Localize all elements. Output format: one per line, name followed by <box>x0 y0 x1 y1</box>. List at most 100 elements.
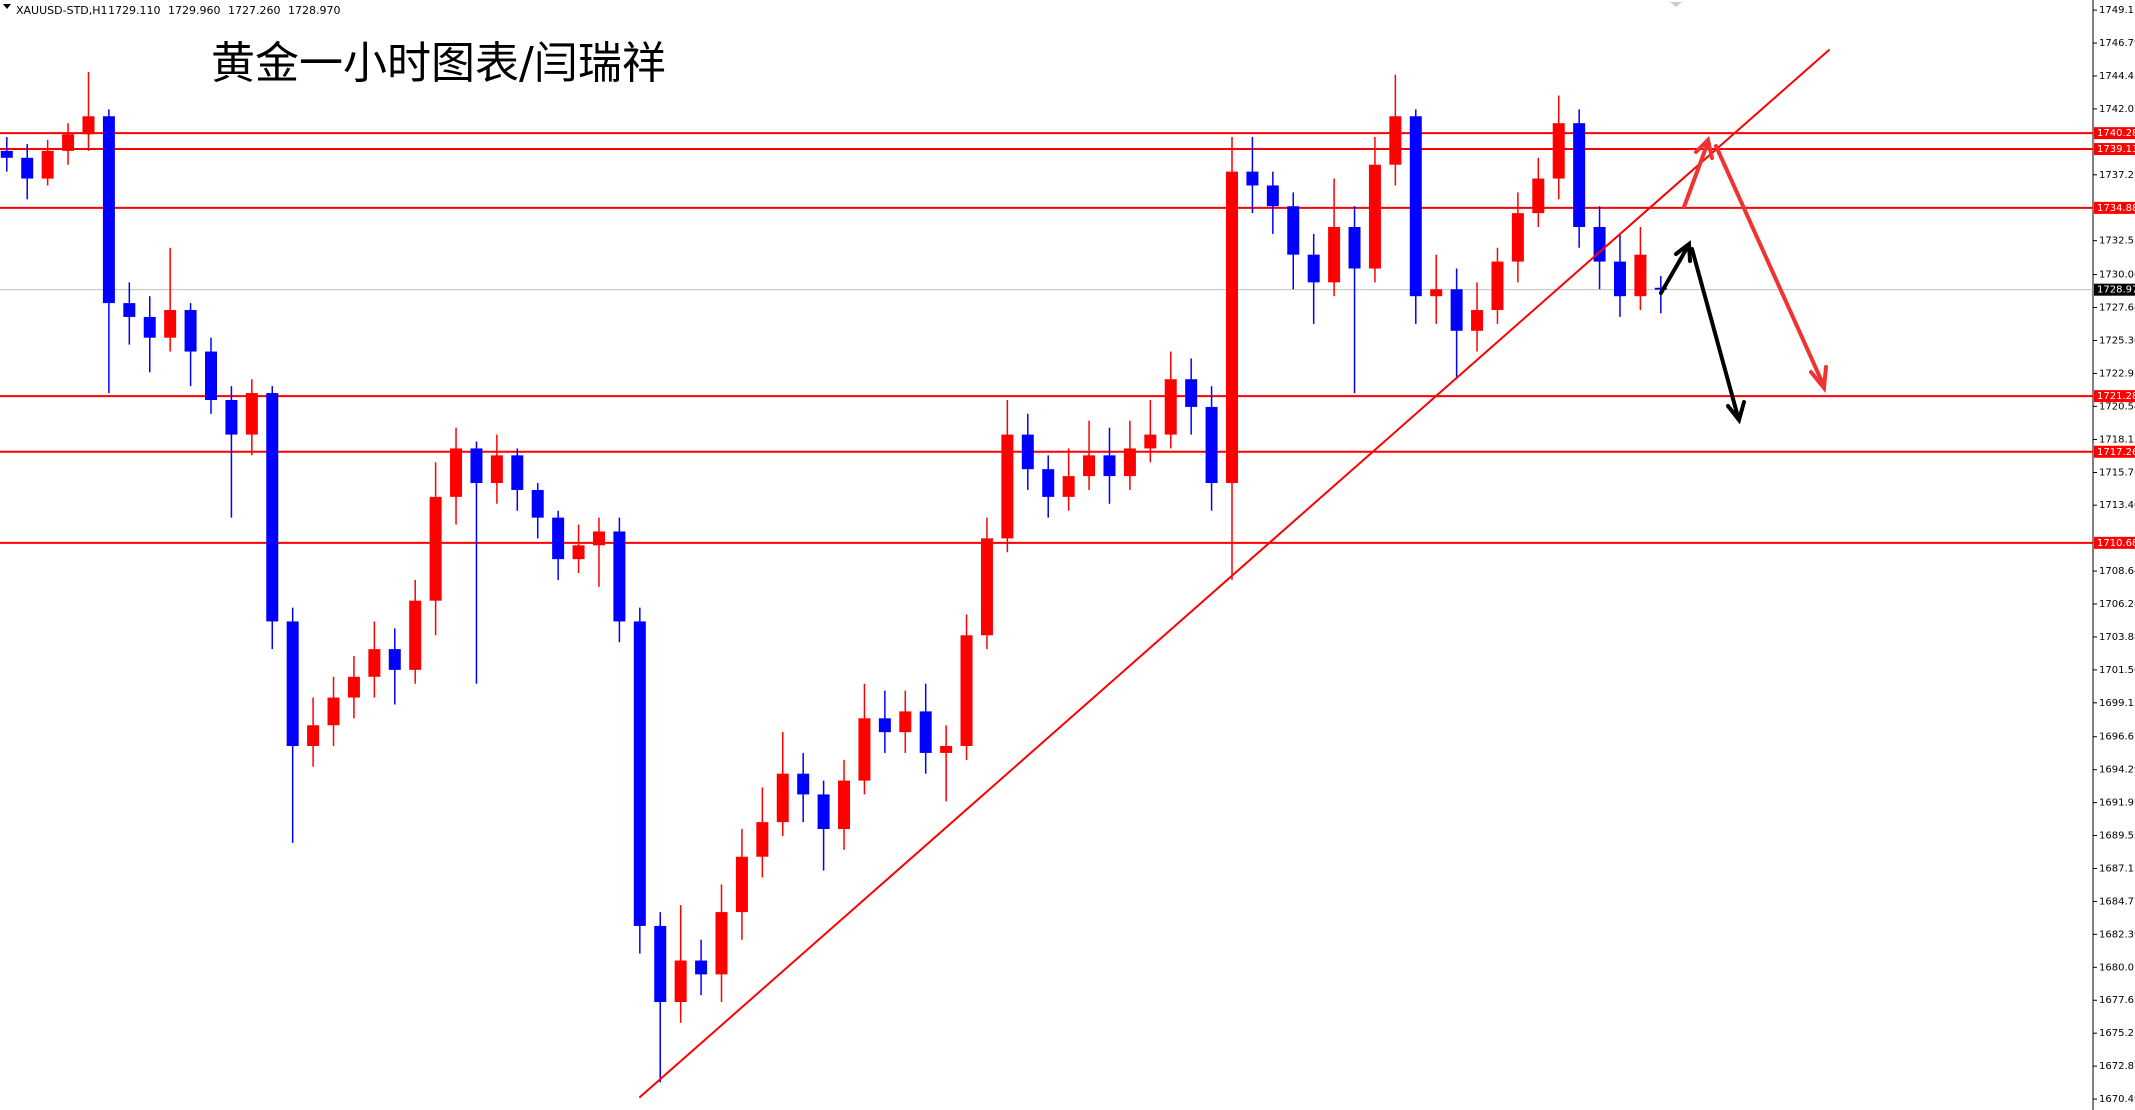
candle-body <box>1471 310 1484 331</box>
candle-body <box>1409 116 1422 297</box>
y-tick-label: 1715.76 <box>2099 468 2135 479</box>
y-tick-label: 1672.87 <box>2099 1061 2135 1072</box>
chart-title: 黄金一小时图表/闫瑞祥 <box>211 38 666 89</box>
candle-body <box>1042 469 1055 497</box>
candle-body <box>613 531 626 622</box>
level-label-bg <box>2094 536 2135 549</box>
candle-body <box>735 856 748 913</box>
candle-body <box>409 600 422 670</box>
quote-value: 1729.960 <box>168 4 221 17</box>
level-label: 1710.68 <box>2097 538 2135 549</box>
candle-body <box>756 822 769 857</box>
candle-body <box>1491 261 1504 311</box>
level-label: 1740.28 <box>2097 128 2135 139</box>
candle-body <box>143 316 156 338</box>
y-tick-label: 1746.79 <box>2099 38 2135 49</box>
level-label-bg <box>2094 127 2135 140</box>
arrow-head <box>1674 240 1692 263</box>
candle-body <box>960 635 973 746</box>
menu-arrow <box>3 4 11 9</box>
candle-body <box>1634 254 1647 297</box>
down-arrow-red <box>1714 144 1825 386</box>
candle-body <box>164 310 177 338</box>
candle-body <box>1348 226 1361 269</box>
candles <box>0 71 2093 1083</box>
candle-body <box>1593 226 1606 262</box>
y-tick-label: 1696.67 <box>2099 732 2135 743</box>
candle-body <box>1246 171 1259 186</box>
candle-body <box>1613 261 1626 297</box>
y-tick-label: 1706.26 <box>2099 599 2135 610</box>
arrow-head <box>1809 365 1828 394</box>
y-tick-label: 1684.77 <box>2099 896 2135 907</box>
current-price-label: 1728.97 <box>2097 285 2135 296</box>
candle-body <box>123 303 136 317</box>
arrow-head <box>1726 400 1746 425</box>
candle-body <box>1144 434 1157 449</box>
quote-value: 1729.110 <box>108 4 161 17</box>
candle-body <box>858 718 871 781</box>
candle-body <box>1430 289 1443 297</box>
price-axis: 1670.49 1672.87 1675.25 1677.63 1680.01 1682.… <box>2093 5 2135 1105</box>
level-label-bg <box>2094 143 2135 156</box>
candle-body <box>245 393 258 435</box>
annotations <box>639 49 1830 1098</box>
candle-body <box>1001 434 1014 539</box>
y-tick-label: 1677.63 <box>2099 995 2135 1006</box>
candle-body <box>940 745 953 753</box>
candle-body <box>572 545 585 560</box>
candle-body <box>1368 164 1381 269</box>
candle-body <box>1307 254 1320 283</box>
candle-body <box>776 773 789 823</box>
candle-body <box>1103 455 1116 477</box>
candle-body <box>21 157 34 179</box>
shift-marker <box>1670 2 1682 7</box>
candle-body <box>1654 287 1667 290</box>
candle-body <box>1062 476 1075 497</box>
candle-body <box>62 134 75 151</box>
y-tick-label: 1680.01 <box>2099 962 2135 973</box>
candle-body <box>838 780 851 830</box>
candle-body <box>1552 123 1565 179</box>
y-tick-label: 1749.17 <box>2099 5 2135 16</box>
candle-body <box>1573 123 1586 227</box>
candle-body <box>1083 455 1096 477</box>
candle-body <box>797 773 810 795</box>
candle-body <box>817 794 830 830</box>
symbol: XAUUSD-STD,H1 <box>16 4 108 17</box>
candle-body <box>450 448 463 497</box>
candle-body <box>286 621 299 746</box>
y-tick-label: 1718.15 <box>2099 434 2135 445</box>
candle-body <box>347 676 360 698</box>
candle-body <box>388 649 401 670</box>
y-tick-label: 1722.92 <box>2099 368 2135 379</box>
up-arrow-black <box>1659 246 1689 295</box>
candle-body <box>0 150 13 158</box>
y-tick-label: 1682.39 <box>2099 929 2135 940</box>
level-label: 1721.28 <box>2097 391 2135 402</box>
trend-line <box>639 49 1830 1098</box>
y-tick-label: 1732.51 <box>2099 236 2135 247</box>
candle-body <box>490 455 503 484</box>
up-arrow-red <box>1682 143 1709 209</box>
y-tick-label: 1725.30 <box>2099 335 2135 346</box>
candle-body <box>592 531 605 546</box>
y-tick-label: 1703.88 <box>2099 632 2135 643</box>
candle-body <box>1164 379 1177 435</box>
candle-body <box>266 393 279 622</box>
y-tick-label: 1744.41 <box>2099 71 2135 82</box>
y-tick-label: 1691.91 <box>2099 798 2135 809</box>
candle-body <box>1123 448 1136 477</box>
y-tick-label: 1730.06 <box>2099 270 2135 281</box>
y-tick-label: 1742.03 <box>2099 104 2135 115</box>
candle-body <box>511 455 524 490</box>
candle-body <box>368 649 381 677</box>
candle-body <box>715 912 728 975</box>
candle-body <box>674 960 687 1003</box>
candle-body <box>470 448 483 484</box>
candle-body <box>1185 379 1198 407</box>
candle-body <box>552 517 565 560</box>
candle-body <box>1287 206 1300 255</box>
